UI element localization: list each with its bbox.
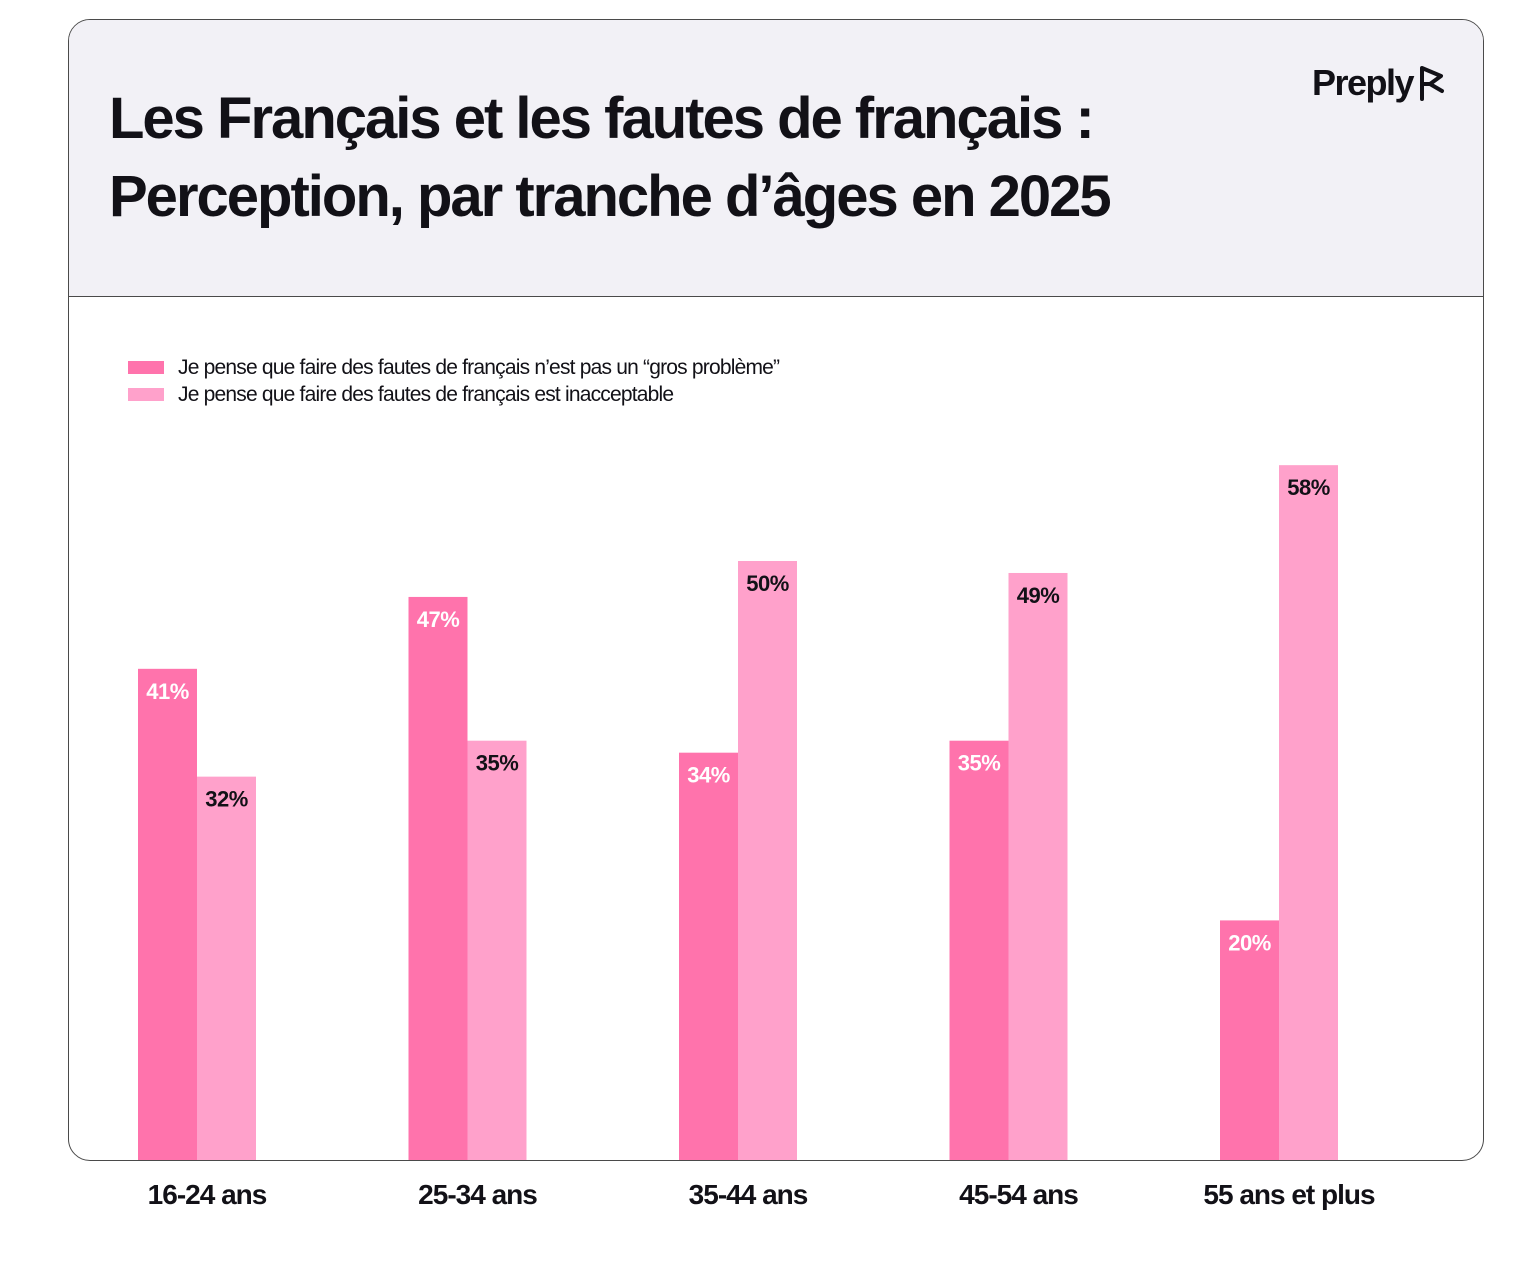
chart-title: Les Français et les fautes de français :… [109, 80, 1112, 236]
preply-flag-icon [1420, 66, 1444, 101]
legend-label-series-1: Je pense que faire des fautes de françai… [178, 355, 780, 379]
bar-55-ans-et-plus-series-1 [1220, 920, 1279, 1160]
bar-16-24-ans-series-2 [197, 776, 256, 1160]
category-label-2: 25-34 ans [418, 1179, 537, 1210]
bar-45-54-ans-series-1 [949, 740, 1009, 1160]
data-label-35-44-ans-series-1: 34% [687, 763, 730, 788]
data-label-35-44-ans-series-2: 50% [746, 571, 789, 596]
preply-logo: Preply [1312, 62, 1447, 104]
bar-35-44-ans-series-1 [679, 752, 738, 1160]
category-label-3: 35-44 ans [689, 1179, 808, 1210]
data-label-45-54-ans-series-2: 49% [1017, 583, 1060, 608]
data-label-55-ans-et-plus-series-2: 58% [1287, 475, 1330, 500]
category-label-1: 16-24 ans [148, 1179, 267, 1210]
chart-card: Les Français et les fautes de français :… [68, 19, 1484, 1161]
category-label-5: 55 ans et plus [1203, 1179, 1375, 1210]
legend-item-not-big-problem: Je pense que faire des fautes de françai… [128, 354, 780, 381]
data-label-16-24-ans-series-2: 32% [205, 787, 248, 812]
data-label-55-ans-et-plus-series-1: 20% [1228, 930, 1271, 955]
bar-25-34-ans-series-1 [408, 596, 468, 1160]
data-label-25-34-ans-series-1: 47% [417, 607, 460, 632]
legend-swatch-series-2 [128, 388, 164, 401]
preply-logo-text: Preply [1311, 62, 1415, 103]
bar-16-24-ans-series-1 [138, 668, 197, 1160]
chart-legend: Je pense que faire des fautes de françai… [128, 354, 780, 408]
bar-25-34-ans-series-2 [467, 740, 527, 1160]
legend-label-series-2: Je pense que faire des fautes de françai… [178, 382, 674, 406]
bar-45-54-ans-series-2 [1008, 572, 1068, 1160]
chart-title-line-2: Perception, par tranche d’âges en 2025 [109, 164, 1112, 229]
bar-55-ans-et-plus-series-2 [1279, 465, 1338, 1160]
bar-35-44-ans-series-2 [738, 561, 797, 1160]
data-label-45-54-ans-series-1: 35% [958, 751, 1001, 776]
data-label-25-34-ans-series-2: 35% [476, 751, 519, 776]
legend-item-unacceptable: Je pense que faire des fautes de françai… [128, 381, 779, 408]
legend-swatch-series-1 [128, 361, 164, 374]
chart-title-line-1: Les Français et les fautes de français : [109, 86, 1095, 151]
category-label-4: 45-54 ans [959, 1179, 1078, 1210]
chart-header: Les Français et les fautes de français :… [69, 20, 1483, 297]
data-label-16-24-ans-series-1: 41% [146, 679, 189, 704]
